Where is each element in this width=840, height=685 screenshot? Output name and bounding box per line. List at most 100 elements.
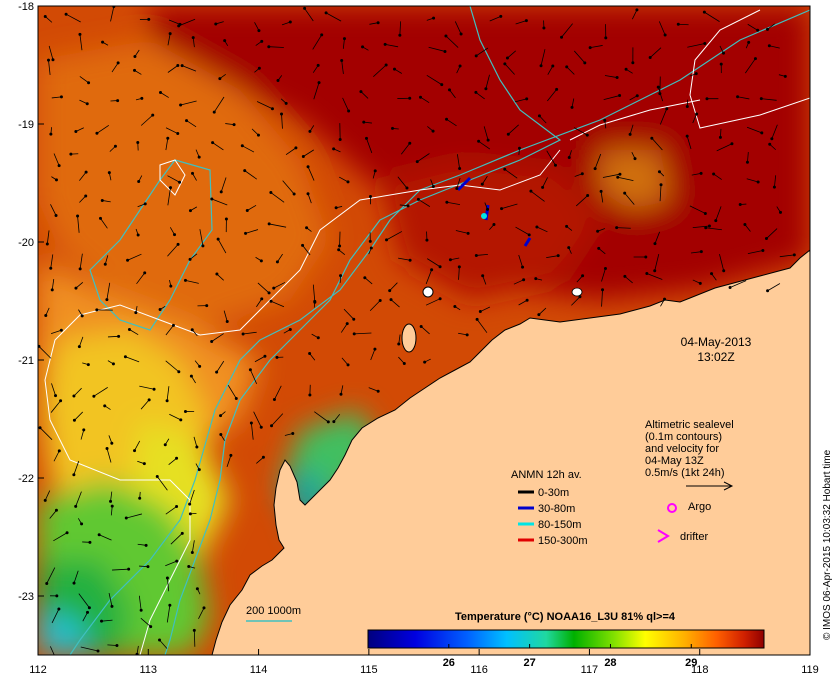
- argo-label: Argo: [688, 501, 711, 513]
- velocity-arrowhead: [58, 449, 61, 452]
- velocity-arrowhead: [475, 54, 478, 57]
- velocity-arrowhead: [158, 639, 161, 642]
- velocity-arrowhead: [151, 114, 154, 117]
- velocity-arrowhead: [581, 172, 584, 175]
- velocity-arrowhead: [534, 277, 537, 280]
- velocity-arrowhead: [337, 248, 340, 251]
- velocity-arrowhead: [525, 19, 528, 22]
- velocity-arrowhead: [257, 29, 260, 32]
- velocity-arrowhead: [78, 345, 81, 348]
- velocity-arrowhead: [159, 91, 162, 94]
- velocity-arrowhead: [46, 242, 49, 245]
- velocity-arrowhead: [325, 11, 328, 14]
- velocity-arrowhead: [106, 447, 109, 450]
- velocity-arrowhead: [44, 499, 47, 502]
- velocity-arrowhead: [417, 198, 420, 201]
- velocity-arrowhead: [58, 164, 61, 167]
- velocity-arrowhead: [96, 650, 99, 653]
- velocity-arrowhead: [88, 606, 91, 609]
- velocity-arrowhead: [649, 56, 652, 59]
- velocity-arrowhead: [458, 167, 461, 170]
- velocity-arrowhead: [114, 145, 117, 148]
- island: [402, 324, 416, 352]
- colorbar-tick-label: 28: [604, 657, 616, 669]
- velocity-arrowhead: [629, 133, 632, 136]
- velocity-arrowhead: [210, 340, 213, 343]
- velocity-arrowhead: [409, 259, 412, 262]
- anmn-legend-title: ANMN 12h av.: [511, 469, 582, 481]
- anmn-label: 80-150m: [538, 519, 581, 531]
- velocity-arrowhead: [359, 90, 362, 93]
- velocity-arrowhead: [39, 426, 42, 429]
- velocity-arrowhead: [69, 153, 72, 156]
- velocity-arrowhead: [133, 69, 136, 72]
- velocity-arrowhead: [181, 532, 184, 535]
- velocity-arrowhead: [596, 230, 599, 233]
- velocity-arrowhead: [432, 185, 435, 188]
- velocity-arrowhead: [645, 272, 648, 275]
- lon-tick-label: 115: [360, 664, 378, 676]
- velocity-arrowhead: [635, 8, 638, 11]
- velocity-arrowhead: [492, 223, 495, 226]
- velocity-arrowhead: [704, 212, 707, 215]
- date-label: 04-May-2013: [681, 335, 752, 349]
- velocity-arrowhead: [179, 104, 182, 107]
- velocity-arrowhead: [169, 186, 172, 189]
- velocity-arrowhead: [258, 67, 261, 70]
- velocity-arrowhead: [82, 428, 85, 431]
- velocity-arrowhead: [88, 541, 91, 544]
- velocity-arrowhead: [615, 226, 618, 229]
- velocity-arrowhead: [503, 62, 506, 65]
- velocity-arrowhead: [518, 147, 521, 150]
- velocity-arrowhead: [125, 517, 128, 520]
- velocity-arrowhead: [542, 26, 545, 29]
- velocity-arrowhead: [704, 226, 707, 229]
- velocity-arrowhead: [176, 64, 179, 67]
- velocity-arrowhead: [586, 194, 589, 197]
- velocity-arrowhead: [477, 140, 480, 143]
- velocity-arrowhead: [273, 398, 276, 401]
- velocity-arrowhead: [730, 142, 733, 145]
- velocity-arrowhead: [581, 274, 584, 277]
- velocity-arrowhead: [618, 173, 621, 176]
- velocity-arrowhead: [604, 267, 607, 270]
- velocity-arrowhead: [586, 134, 589, 137]
- velocity-arrowhead: [481, 274, 484, 277]
- velocity-arrowhead: [189, 209, 192, 212]
- velocity-arrowhead: [72, 394, 75, 397]
- velocity-arrowhead: [291, 432, 294, 435]
- velocity-arrowhead: [166, 577, 169, 580]
- velocity-arrowhead: [754, 57, 757, 60]
- velocity-arrowhead: [86, 102, 89, 105]
- velocity-arrowhead: [385, 238, 388, 241]
- velocity-arrowhead: [365, 137, 368, 140]
- island: [572, 288, 582, 296]
- velocity-arrowhead: [453, 305, 456, 308]
- velocity-arrowhead: [275, 356, 278, 359]
- velocity-arrowhead: [301, 244, 304, 247]
- velocity-arrowhead: [98, 533, 101, 536]
- velocity-arrowhead: [76, 214, 79, 217]
- velocity-arrowhead: [388, 289, 391, 292]
- velocity-arrowhead: [99, 217, 102, 220]
- velocity-arrowhead: [458, 265, 461, 268]
- velocity-arrowhead: [708, 225, 711, 228]
- velocity-arrowhead: [127, 568, 130, 571]
- velocity-arrowhead: [260, 259, 263, 262]
- velocity-arrowhead: [551, 64, 554, 67]
- velocity-arrowhead: [318, 81, 321, 84]
- velocity-arrowhead: [85, 171, 88, 174]
- velocity-arrowhead: [327, 420, 330, 423]
- velocity-arrowhead: [352, 318, 355, 321]
- velocity-arrowhead: [370, 246, 373, 249]
- velocity-arrowhead: [766, 289, 769, 292]
- velocity-arrowhead: [55, 594, 58, 597]
- velocity-arrowhead: [78, 33, 81, 36]
- velocity-arrowhead: [112, 362, 115, 365]
- velocity-arrowhead: [353, 332, 356, 335]
- velocity-arrowhead: [481, 183, 484, 186]
- velocity-arrowhead: [179, 418, 182, 421]
- velocity-arrowhead: [686, 105, 689, 108]
- velocity-arrowhead: [700, 172, 703, 175]
- velocity-arrowhead: [144, 202, 147, 205]
